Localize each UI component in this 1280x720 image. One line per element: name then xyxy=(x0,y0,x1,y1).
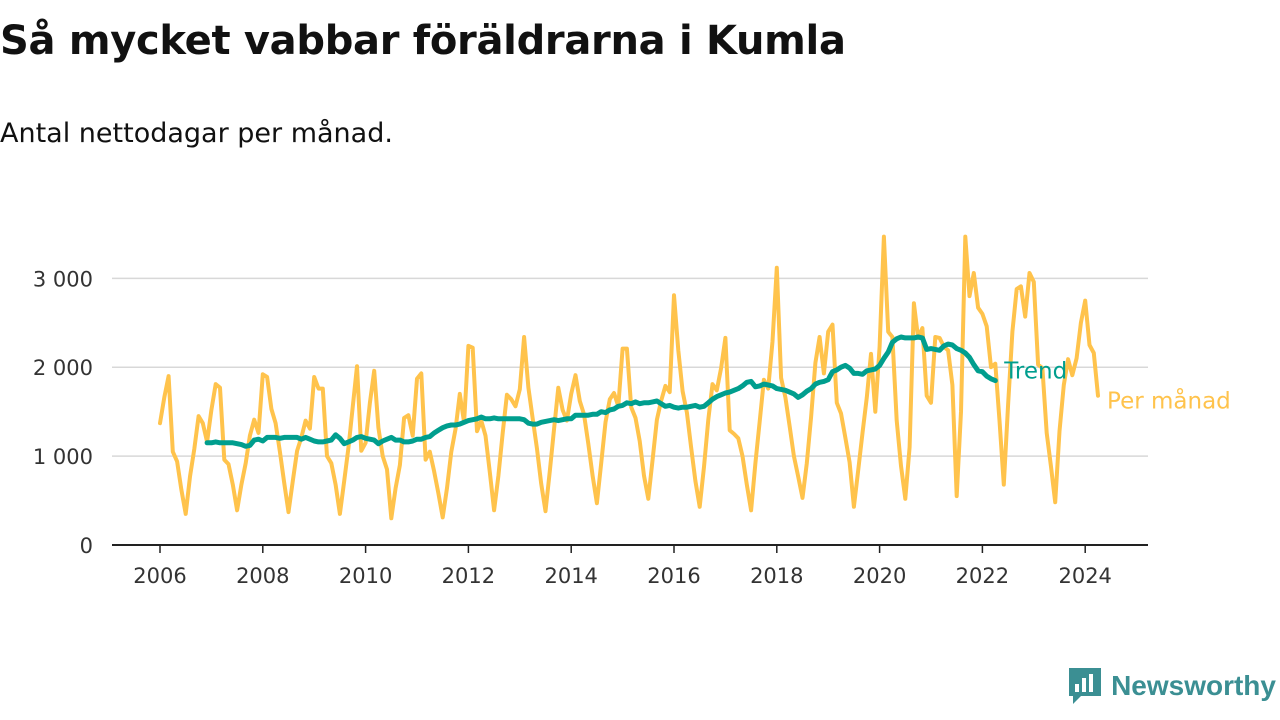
y-tick-label: 2 000 xyxy=(33,356,93,380)
monthly-series-label: Per månad xyxy=(1107,387,1231,415)
y-tick-label: 0 xyxy=(80,534,93,558)
brand-logo: Newsworthy xyxy=(1067,666,1276,706)
x-axis: 2006 2008 2010 2012 2014 2016 2018 2020 2022 2024 xyxy=(112,545,1148,588)
x-tick-label: 2016 xyxy=(647,564,700,588)
y-axis-ticks: 0 1 000 2 000 3 000 xyxy=(33,267,93,558)
x-tick-label: 2006 xyxy=(133,564,186,588)
x-tick-label: 2008 xyxy=(236,564,289,588)
x-tick-label: 2022 xyxy=(956,564,1009,588)
x-tick-label: 2020 xyxy=(853,564,906,588)
bar-chart-speech-bubble-icon xyxy=(1067,666,1103,706)
x-tick-label: 2010 xyxy=(339,564,392,588)
x-tick-label: 2018 xyxy=(750,564,803,588)
x-tick-label: 2012 xyxy=(442,564,495,588)
x-tick-label: 2014 xyxy=(544,564,597,588)
y-tick-label: 3 000 xyxy=(33,267,93,291)
x-tick-label: 2024 xyxy=(1058,564,1111,588)
brand-name: Newsworthy xyxy=(1111,670,1276,702)
y-tick-label: 1 000 xyxy=(33,445,93,469)
trend-series-label: Trend xyxy=(1003,359,1067,385)
